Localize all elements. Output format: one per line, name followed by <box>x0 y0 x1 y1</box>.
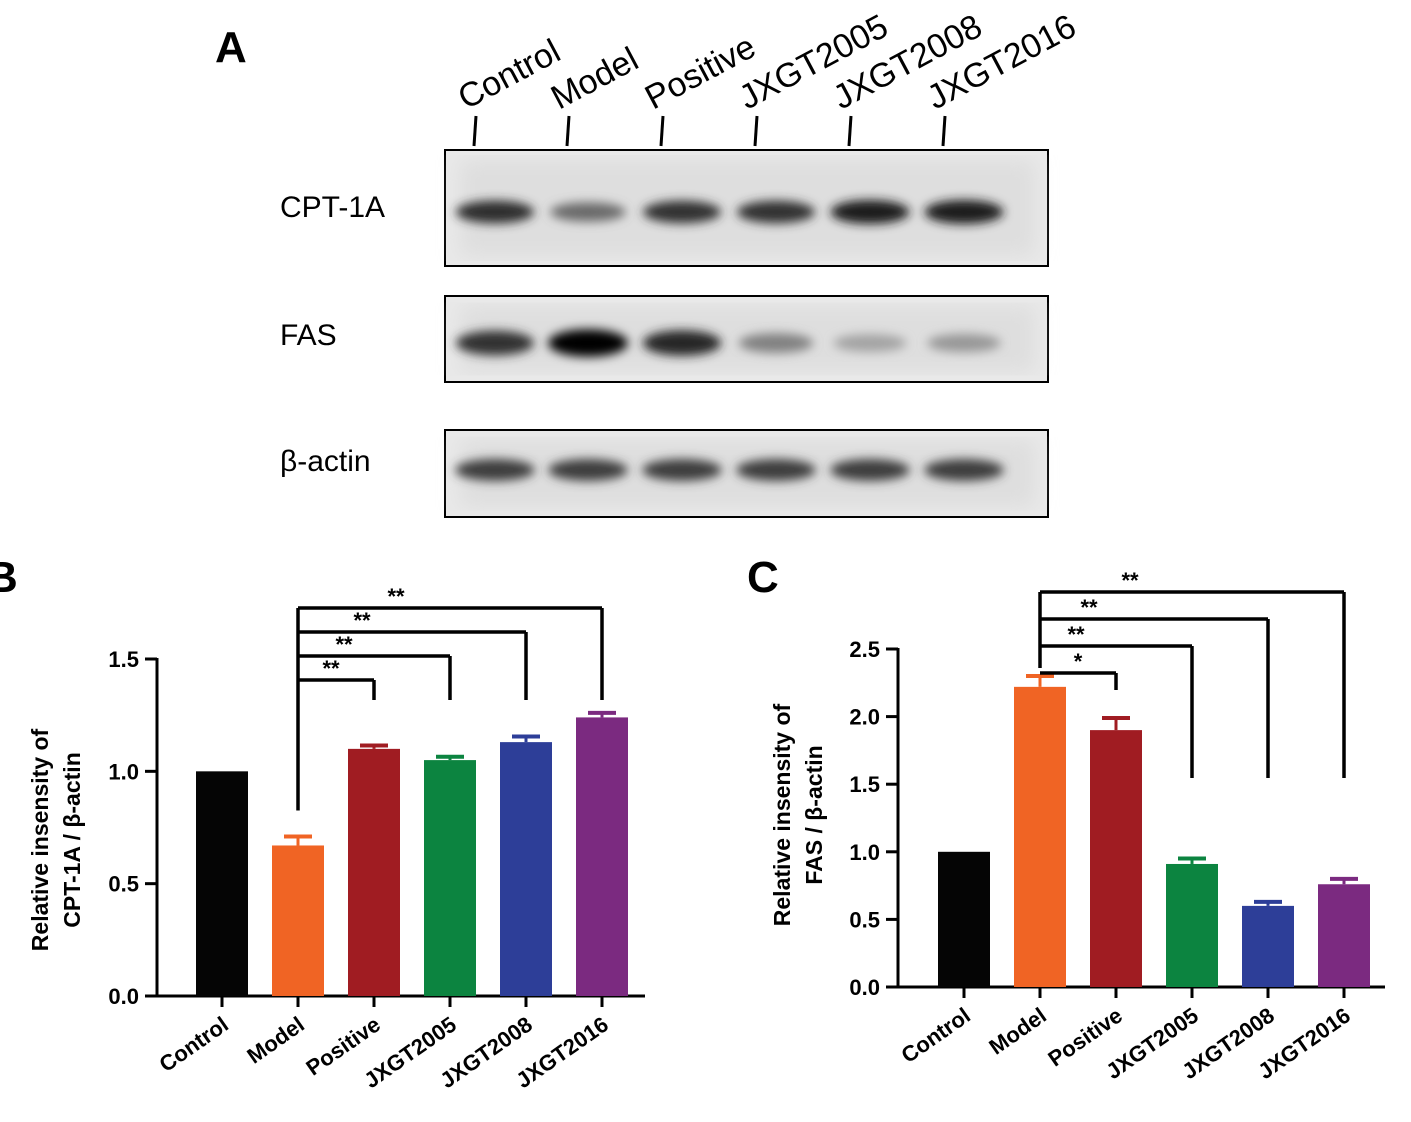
y-tick-label: 1.5 <box>108 647 139 672</box>
y-axis-title: FAS / β-actin <box>801 745 827 884</box>
x-tick-label: Control <box>154 1012 232 1077</box>
significance-label: ** <box>335 632 353 657</box>
blot-band <box>830 200 910 224</box>
x-tick-label: Control <box>896 1003 974 1068</box>
significance-label: * <box>1074 649 1083 674</box>
blot-band <box>738 333 814 353</box>
protein-label: FAS <box>280 319 337 352</box>
bar-control <box>938 851 990 987</box>
blot-band <box>642 459 722 481</box>
significance-label: ** <box>1121 568 1139 593</box>
blot-row: CPT-1A <box>280 149 1049 267</box>
bar-model <box>272 845 324 996</box>
bar-control <box>196 771 248 996</box>
panel-b-label: B <box>0 553 18 602</box>
significance-label: ** <box>353 608 371 633</box>
blot-band <box>455 200 535 224</box>
protein-label: β-actin <box>280 445 371 478</box>
blot-band <box>550 202 626 222</box>
panel-c: C 0.0 0.5 1.0 1.5 2.0 2.5 Relative insensity o… <box>747 553 1385 1084</box>
y-axis-title: Relative insensity of <box>27 728 53 951</box>
bar-model <box>1014 686 1066 987</box>
panel-b: B 0.0 0.5 1.0 1.5 Relative insensity of CPT-1… <box>0 553 645 1093</box>
lane-tick-3 <box>753 115 759 147</box>
bar-jxgt2005 <box>424 760 476 996</box>
y-tick-label: 0.5 <box>108 872 139 897</box>
y-axis-title: CPT-1A / β-actin <box>59 752 85 928</box>
significance-label: ** <box>1080 595 1098 620</box>
lane-tick-4 <box>847 115 853 147</box>
chart-fas: 0.0 0.5 1.0 1.5 2.0 2.5 Relative insensity of F… <box>769 568 1385 1084</box>
blot-band <box>455 459 535 481</box>
panel-a-label: A <box>215 23 247 72</box>
panel-a: A ControlModelPositiveJXGT2005JXGT2008JX… <box>215 7 1082 518</box>
blot-band <box>924 459 1004 481</box>
y-tick-label: 2.0 <box>849 705 880 730</box>
blot-row: FAS <box>280 295 1049 383</box>
y-tick-label: 1.5 <box>849 772 880 797</box>
protein-label: CPT-1A <box>280 191 385 224</box>
blot-band <box>643 200 721 224</box>
blot-band <box>830 459 910 481</box>
blot-band <box>548 329 628 357</box>
significance-label: ** <box>322 656 340 681</box>
chart-cpt1a: 0.0 0.5 1.0 1.5 Relative insensity of CPT-1A … <box>27 584 645 1093</box>
y-tick-label: 0.0 <box>849 975 880 1000</box>
blot-band <box>736 459 816 481</box>
lane-tick-1 <box>565 115 571 147</box>
blot-row: β-actin <box>280 429 1049 518</box>
lane-label: Control <box>452 32 567 117</box>
y-tick-label: 0.0 <box>108 984 139 1009</box>
blot-band <box>927 333 1001 353</box>
blot-band <box>642 330 722 356</box>
bar-jxgt2005 <box>1166 863 1218 987</box>
blot-band <box>737 200 815 224</box>
blot-lane-labels: ControlModelPositiveJXGT2005JXGT2008JXGT… <box>452 7 1082 147</box>
lane-tick-0 <box>472 115 478 147</box>
significance-label: ** <box>387 584 405 609</box>
bar-jxgt2008 <box>1242 905 1294 987</box>
y-tick-label: 1.0 <box>108 759 139 784</box>
panel-c-label: C <box>747 553 779 602</box>
lane-tick-2 <box>659 115 665 147</box>
blot-band <box>833 334 907 352</box>
bar-jxgt2016 <box>576 717 628 996</box>
bar-positive <box>1090 730 1142 987</box>
blot-band <box>456 330 534 356</box>
bar-jxgt2016 <box>1318 884 1370 987</box>
significance-label: ** <box>1067 622 1085 647</box>
lane-label: Model <box>545 40 645 117</box>
x-tick-label: Model <box>984 1003 1050 1060</box>
blot-rows: CPT-1A FAS β-actin <box>280 149 1049 518</box>
y-tick-label: 2.5 <box>849 637 880 662</box>
y-tick-label: 0.5 <box>849 907 880 932</box>
blot-band <box>924 200 1004 224</box>
bar-positive <box>348 748 400 996</box>
y-tick-label: 1.0 <box>849 840 880 865</box>
y-axis-title: Relative insensity of <box>769 703 795 926</box>
lane-tick-5 <box>941 115 947 147</box>
bar-jxgt2008 <box>500 742 552 996</box>
x-tick-label: Model <box>242 1012 308 1069</box>
blot-band <box>548 459 628 481</box>
